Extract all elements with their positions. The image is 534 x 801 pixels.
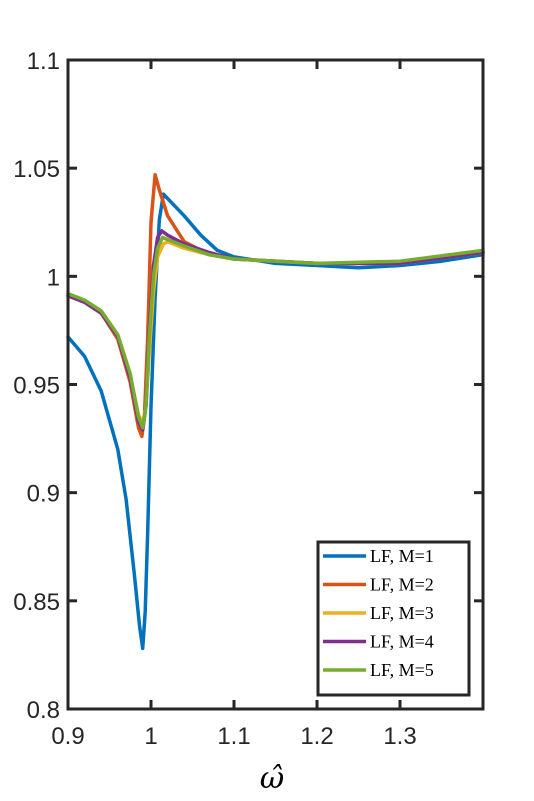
y-tick-label: 1 — [47, 264, 60, 291]
legend-label-m5: LF, M=5 — [370, 660, 434, 680]
series-line-m1 — [66, 192, 485, 651]
y-tick-label: 0.95 — [13, 373, 60, 400]
x-axis-label: ω̂ — [260, 761, 284, 796]
x-tick-label: 1.3 — [383, 723, 416, 750]
legend: LF, M=1 LF, M=2 LF, M=3 LF, M=4 LF, M=5 — [316, 540, 471, 697]
series-line-m5 — [66, 235, 485, 430]
legend-label-m1: LF, M=1 — [370, 546, 434, 566]
legend-label-m3: LF, M=3 — [370, 603, 434, 623]
series-layer — [66, 172, 485, 651]
y-tick-label: 0.9 — [27, 481, 60, 508]
y-tick-label: 0.8 — [27, 697, 60, 724]
plot-frame — [66, 58, 485, 711]
x-tick-label: 1 — [144, 723, 157, 750]
y-tick-label: 1.1 — [27, 48, 60, 75]
y-tick-label: 0.85 — [13, 589, 60, 616]
y-tick-label: 1.05 — [13, 156, 60, 183]
legend-label-m4: LF, M=4 — [370, 632, 434, 652]
x-tick-label: 1.1 — [217, 723, 250, 750]
x-tick-label: 0.9 — [51, 723, 84, 750]
x-tick-label: 1.2 — [300, 723, 333, 750]
legend-label-m2: LF, M=2 — [370, 575, 434, 595]
legend-box — [316, 540, 471, 697]
